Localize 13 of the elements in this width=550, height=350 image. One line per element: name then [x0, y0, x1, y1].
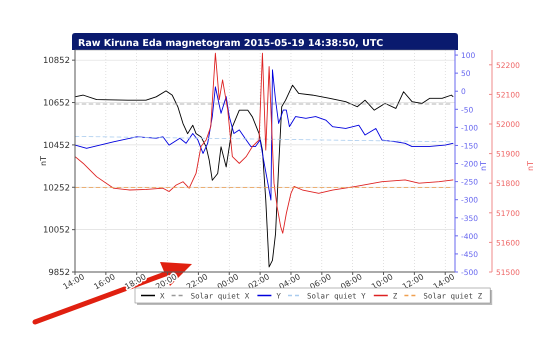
line-series — [74, 84, 454, 268]
y-tick-label: 10452 — [42, 140, 70, 151]
y3-axis-title: nT — [526, 160, 535, 171]
y2-axis-title: nT — [479, 160, 488, 171]
line-series — [74, 69, 454, 200]
chart-title: Raw Kiruna Eda magnetogram 2015-05-19 14:38:50, UTC — [78, 38, 384, 49]
y-tick-label: 10052 — [42, 226, 70, 236]
y-axis-title: nT — [39, 156, 48, 166]
y-tick-label: 10652 — [42, 98, 70, 109]
line-series — [74, 52, 454, 234]
y-tick-label: 9852 — [48, 268, 70, 278]
y-tick-label: 10852 — [42, 56, 70, 66]
y-tick-label: 10252 — [42, 183, 70, 194]
